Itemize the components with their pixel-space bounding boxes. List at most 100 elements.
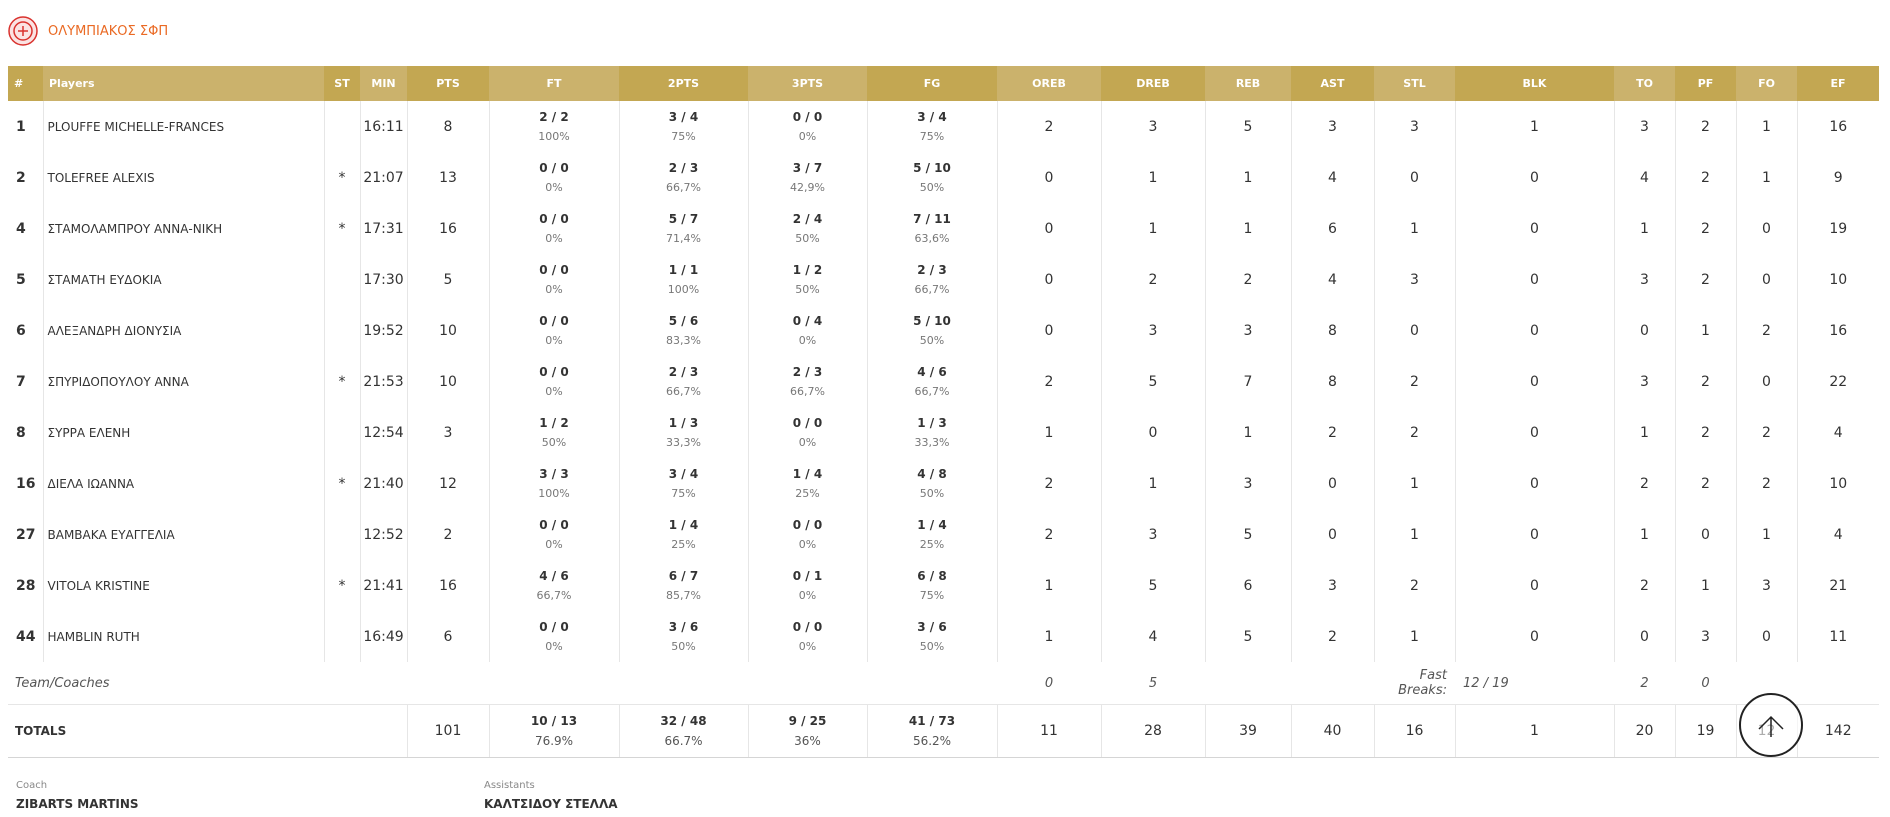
stat-cell: 1 / 3 33,3% (618, 407, 748, 458)
shots-made: 0 / 0 (792, 415, 823, 430)
player-row: 16 ΔΙΕΛΑ ΙΩΑΝΝΑ * 21:40 12 3 / 3 100% 3 / 4 75% 1… (8, 458, 1879, 509)
stat-cell: 0 (1454, 254, 1614, 305)
stat-cell: 2 (1735, 407, 1797, 458)
shots-made: 3 / 6 (917, 619, 947, 634)
stat-cell: 2 (1373, 560, 1455, 611)
stat-cell: 1 (1613, 407, 1675, 458)
stat-cell: 1 (1735, 152, 1797, 203)
stat-cell: 3 (1204, 305, 1291, 356)
stat-cell: 2 (1290, 407, 1374, 458)
stat-cell: 6 / 7 85,7% (618, 560, 748, 611)
player-row: 8 ΣΥΡΡΑ ΕΛΕΝΗ 12:54 3 1 / 2 50% 1 / 3 33,3% 0 / … (8, 407, 1879, 458)
stat-cell: 0 (1454, 305, 1614, 356)
coach-name: ZIBARTS MARTINS (16, 797, 139, 811)
shots-pct: 50% (671, 639, 696, 653)
total-cell: 39 (1204, 704, 1291, 758)
player-number: 5 (16, 271, 26, 288)
stat-cell: 4 / 6 66,7% (866, 356, 997, 407)
shots-made: 0 / 0 (792, 517, 823, 532)
assistants-name: ΚΑΛΤΣΙΔΟΥ ΣΤΕΛΛΑ (484, 797, 618, 811)
stat-cell: 6 / 8 75% (866, 560, 997, 611)
stat-cell: 0 (996, 203, 1101, 254)
stat-cell: 1 (1373, 611, 1455, 662)
stat-cell: 1 (1100, 203, 1205, 254)
stat-cell: 0 (1613, 305, 1675, 356)
player-number: 27 (16, 526, 36, 543)
column-header: STL (1374, 66, 1455, 101)
shots-made: 0 / 0 (539, 619, 569, 634)
stat-cell: 3 / 4 75% (866, 101, 997, 152)
stat-cell: 0 (1373, 152, 1455, 203)
shots-pct: 0% (545, 282, 563, 296)
stat-cell: 3 (1674, 611, 1736, 662)
stat-cell (323, 254, 360, 305)
shots-made: 2 / 3 (668, 364, 699, 379)
shots-made: 1 / 3 (917, 415, 947, 430)
shots-pct: 75% (919, 588, 945, 602)
stat-cell: 3 (1373, 254, 1455, 305)
stat-cell: 3 / 3 100% (488, 458, 619, 509)
stat-cell: 3 (1613, 254, 1675, 305)
stat-cell: 8 (1290, 356, 1374, 407)
shots-made: 2 / 3 (792, 364, 823, 379)
stat-cell: 6 (1290, 203, 1374, 254)
shots-made: 1 / 1 (668, 262, 699, 277)
player-number: 28 (16, 577, 36, 594)
shots-made: 4 / 6 (917, 364, 947, 379)
stat-cell: 1 (1373, 458, 1455, 509)
stat-cell: 0 (1454, 356, 1614, 407)
shots-made: 4 / 8 (917, 466, 947, 481)
shots-pct: 42,9% (790, 180, 825, 194)
player-number: 1 (16, 118, 26, 135)
stat-cell: 3 (1613, 101, 1675, 152)
stat-cell: 2 / 3 66,7% (747, 356, 867, 407)
stat-cell: 2 (1204, 254, 1291, 305)
total-cell: 32 / 48 66.7% (618, 704, 748, 758)
shots-pct: 0% (545, 537, 563, 551)
column-header: EF (1797, 66, 1879, 101)
column-header: MIN (360, 66, 407, 101)
stat-cell: 5 (1204, 509, 1291, 560)
stat-cell: 0 / 0 0% (488, 356, 619, 407)
stat-cell: 0 / 0 0% (488, 509, 619, 560)
shots-pct: 25% (671, 537, 696, 551)
shots-pct: 71,4% (666, 231, 701, 245)
stat-cell: 0 / 1 0% (747, 560, 867, 611)
stat-cell: 2 (1373, 407, 1455, 458)
stat-cell: 0 / 0 0% (488, 203, 619, 254)
shots-pct: 50% (795, 282, 820, 296)
player-row: 1 PLOUFFE MICHELLE-FRANCES 16:11 8 2 / 2 100%… (8, 101, 1879, 152)
team-pf: 0 (1701, 675, 1710, 691)
player-row: 5 ΣΤΑΜΑΤΗ ΕΥΔΟΚΙΑ 17:30 5 0 / 0 0% 1 / 1 100% 1 … (8, 254, 1879, 305)
shots-made: 3 / 4 (917, 109, 947, 124)
total-cell: 19 (1674, 704, 1736, 758)
shots-made: 6 / 7 (668, 568, 699, 583)
stat-cell: 2 (1735, 305, 1797, 356)
scroll-top-button[interactable] (1739, 693, 1803, 757)
shots-pct: 83,3% (666, 333, 701, 347)
stat-cell: 3 (1373, 101, 1455, 152)
stat-cell: 1 (1613, 509, 1675, 560)
stat-cell: 0 (1454, 458, 1614, 509)
stat-cell: 16:11 (359, 101, 407, 152)
shots-pct: 0% (545, 384, 563, 398)
stat-cell: 2 (1613, 458, 1675, 509)
stat-cell: 4 (1100, 611, 1205, 662)
shots-pct: 50% (541, 435, 567, 449)
stat-cell: 16 (406, 203, 489, 254)
shots-made: 32 / 48 (660, 714, 707, 728)
shots-made: 41 / 73 (908, 714, 956, 728)
stat-cell: 0 (1373, 305, 1455, 356)
stat-cell (323, 305, 360, 356)
player-name: VITOLA KRISTINE (42, 560, 324, 611)
stat-cell: 4 / 6 66,7% (488, 560, 619, 611)
shots-made: 1 / 3 (668, 415, 699, 430)
stat-cell: 2 (1674, 356, 1736, 407)
shots-pct: 100% (538, 129, 570, 143)
shots-pct: 0% (545, 180, 563, 194)
player-number: 7 (16, 373, 26, 390)
stat-cell: 3 / 6 50% (866, 611, 997, 662)
stat-cell: 5 (1100, 356, 1205, 407)
stat-cell: 2 (1674, 458, 1736, 509)
stat-cell: 0 (1454, 509, 1614, 560)
